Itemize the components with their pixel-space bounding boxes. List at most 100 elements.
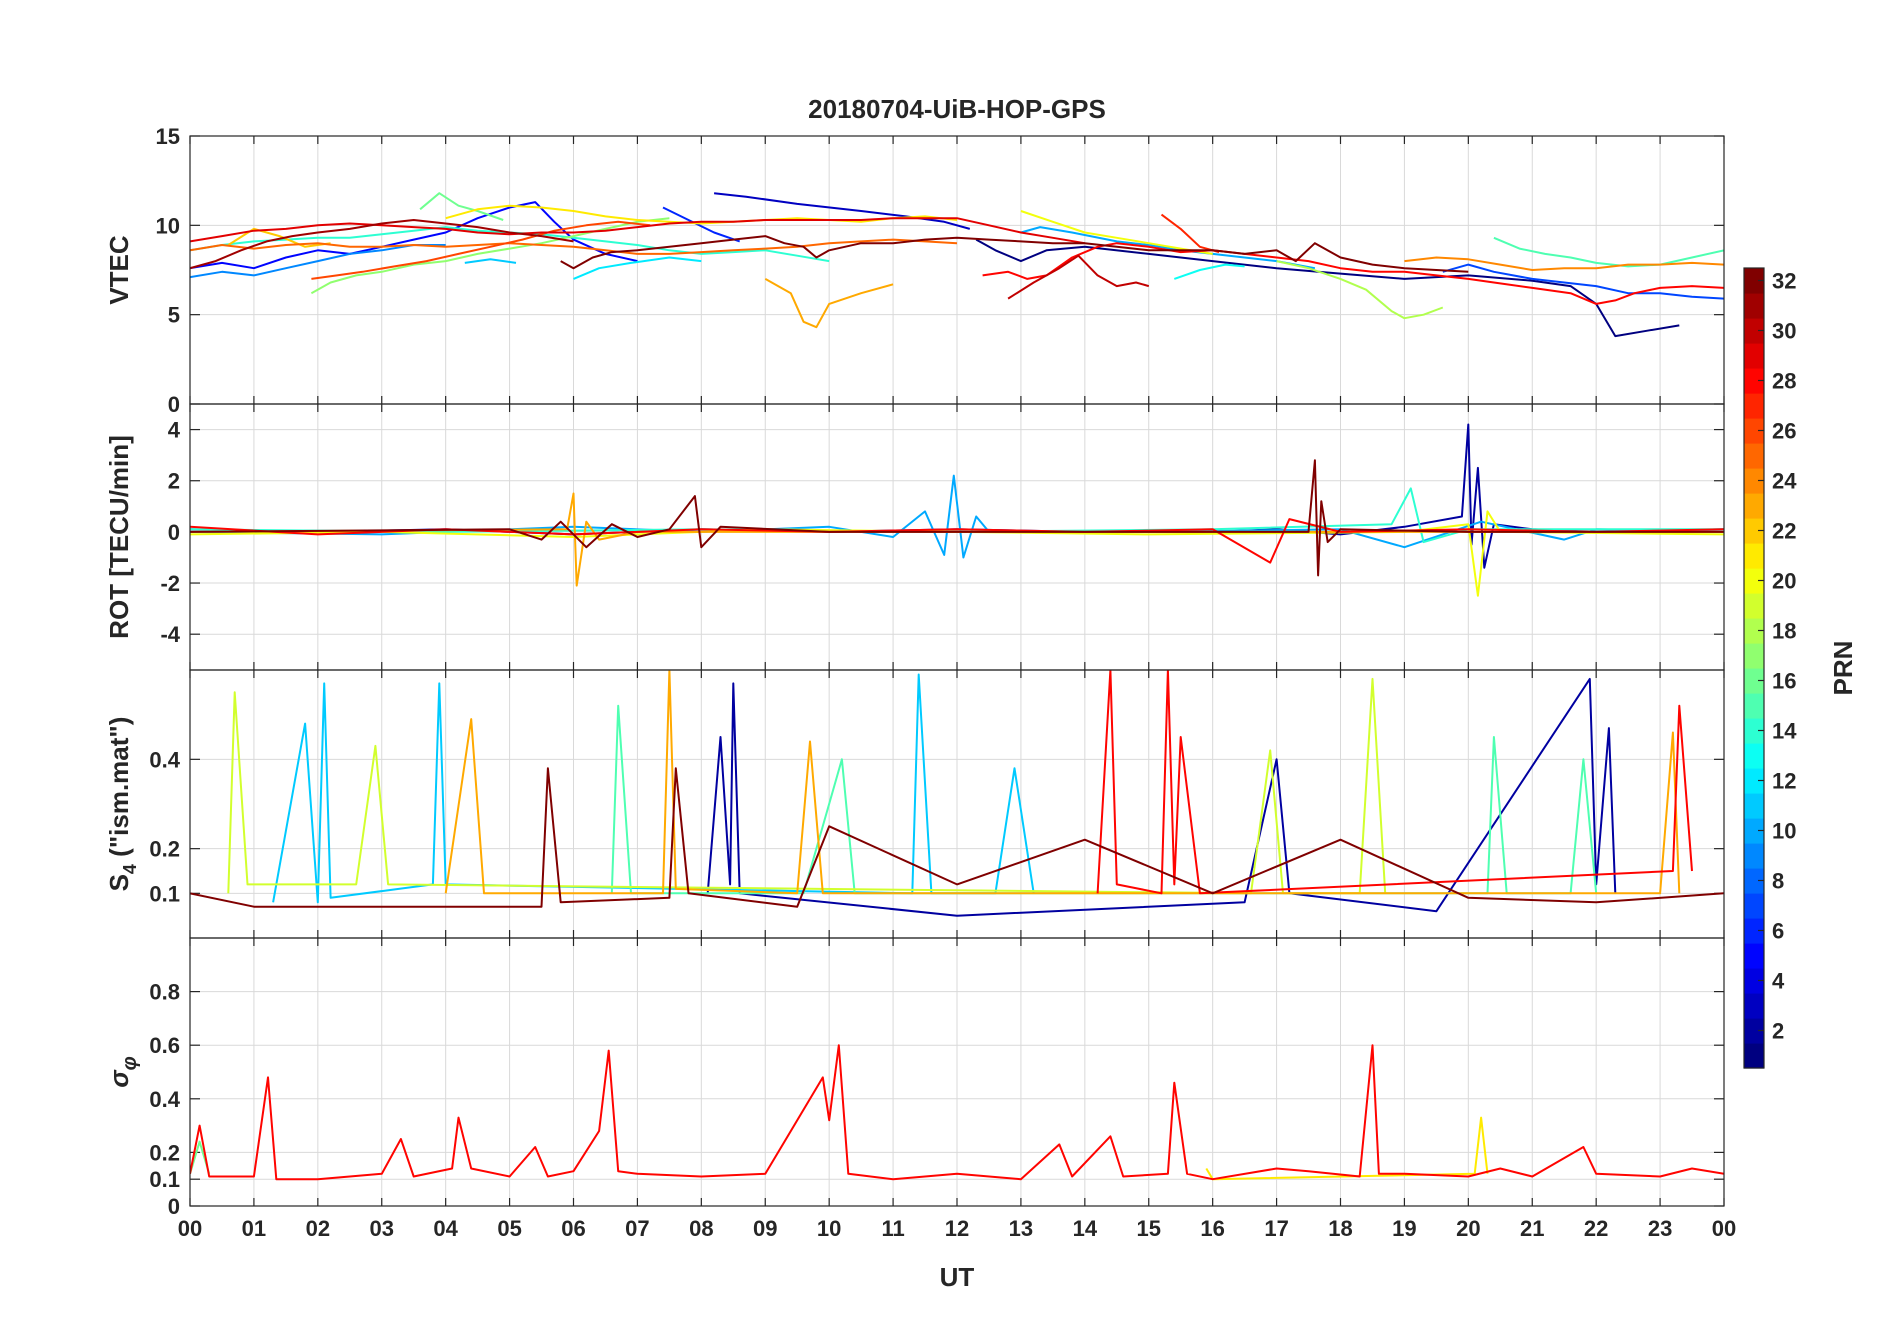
y-tick-label: 0.1 — [149, 881, 180, 906]
colorbar-segment — [1744, 268, 1764, 294]
colorbar-segment — [1744, 643, 1764, 669]
series-prn-32 — [190, 767, 1724, 908]
colorbar-segment — [1744, 293, 1764, 319]
x-tick-label: 10 — [817, 1216, 841, 1241]
series-prn-31 — [190, 219, 574, 270]
chart-title: 20180704-UiB-HOP-GPS — [808, 94, 1106, 124]
x-tick-label: 07 — [625, 1216, 649, 1241]
x-tick-label: 12 — [945, 1216, 969, 1241]
series-prn-10 — [1020, 226, 1316, 270]
y-tick-label: 0 — [168, 1194, 180, 1219]
x-tick-label: 01 — [242, 1216, 266, 1241]
x-tick-label: 03 — [370, 1216, 394, 1241]
x-tick-label: 19 — [1392, 1216, 1416, 1241]
y-tick-label: 0.6 — [149, 1033, 180, 1058]
colorbar-segment — [1744, 393, 1764, 419]
colorbar-tick-label: 8 — [1772, 869, 1784, 894]
colorbar-tick-label: 10 — [1772, 819, 1796, 844]
series-prn-5 — [190, 201, 638, 270]
colorbar-segment — [1744, 543, 1764, 569]
y-tick-label: 0.4 — [149, 747, 180, 772]
series-group — [190, 423, 1724, 597]
colorbar-label: PRN — [1828, 641, 1858, 696]
colorbar-tick-label: 14 — [1772, 719, 1797, 744]
x-tick-label: 09 — [753, 1216, 777, 1241]
y-tick-label: -4 — [160, 622, 180, 647]
x-tick-label: 00 — [1712, 1216, 1736, 1241]
colorbar-segment — [1744, 893, 1764, 919]
y-tick-label: 2 — [168, 469, 180, 494]
series-prn-6 — [662, 206, 741, 243]
series-prn-20 — [1020, 210, 1213, 255]
x-tick-label: 04 — [433, 1216, 458, 1241]
series-prn-12 — [573, 256, 702, 280]
colorbar-segment — [1744, 468, 1764, 494]
series-prn-15 — [610, 704, 1598, 895]
x-tick-label: 18 — [1328, 1216, 1352, 1241]
colorbar-segment — [1744, 418, 1764, 444]
x-tick-label: 00 — [178, 1216, 202, 1241]
x-tick-label: 16 — [1200, 1216, 1224, 1241]
colorbar-tick-label: 6 — [1772, 919, 1784, 944]
colorbar-segment — [1744, 343, 1764, 369]
colorbar-segment — [1744, 693, 1764, 719]
panel-s4: 0.1 0.2 0.4 S4 ("ism.mat") — [104, 669, 1725, 939]
series-prn-28 — [1096, 670, 1693, 895]
x-tick-label: 11 — [881, 1216, 904, 1241]
y-tick-label: 15 — [156, 124, 180, 149]
series-prn-23 — [764, 278, 894, 329]
y-tick-label: 0.4 — [149, 1087, 180, 1112]
series-prn-30 — [1007, 254, 1150, 300]
colorbar-segment — [1744, 443, 1764, 469]
y-axis-label: VTEC — [104, 235, 134, 305]
colorbar-segment — [1744, 518, 1764, 544]
x-axis-label: UT — [940, 1262, 975, 1292]
x-tick-label: 02 — [306, 1216, 330, 1241]
colorbar-segment — [1744, 493, 1764, 519]
series-group — [190, 1044, 1724, 1181]
x-tick-label: 17 — [1264, 1216, 1288, 1241]
colorbar-tick-label: 12 — [1772, 769, 1796, 794]
colorbar-segment — [1744, 568, 1764, 594]
series-prn-1 — [975, 238, 1680, 338]
series-group — [190, 670, 1724, 917]
series-prn-2 — [706, 677, 1617, 917]
y-tick-label: -2 — [160, 571, 180, 596]
colorbar-segment — [1744, 918, 1764, 944]
series-prn-23 — [444, 670, 1681, 895]
series-prn-21 — [445, 204, 958, 225]
x-tick-label: 14 — [1073, 1216, 1098, 1241]
series-prn-32 — [560, 235, 1469, 273]
series-prn-19 — [227, 677, 1387, 895]
colorbar-segment — [1744, 968, 1764, 994]
series-prn-28 — [982, 242, 1724, 305]
x-tick-label: 06 — [561, 1216, 585, 1241]
colorbar-frame — [1743, 267, 1765, 1069]
series-prn-15 — [1493, 236, 1724, 268]
colorbar-tick-label: 4 — [1772, 969, 1785, 994]
colorbar-tick-label: 2 — [1772, 1019, 1784, 1044]
y-tick-label: 0.8 — [149, 980, 180, 1005]
series-prn-16 — [419, 192, 504, 221]
panel-frame — [189, 937, 1725, 1207]
colorbar-tick-label: 16 — [1772, 669, 1796, 694]
series-prn-26 — [311, 220, 651, 280]
series-prn-22 — [227, 227, 331, 248]
series-prn-28 — [190, 1044, 1724, 1181]
series-prn-25 — [190, 238, 958, 255]
colorbar-segment — [1744, 768, 1764, 794]
colorbar-tick-label: 30 — [1772, 319, 1796, 344]
colorbar-segment — [1744, 793, 1764, 819]
series-group — [190, 192, 1724, 338]
series-prn-20 — [190, 510, 1724, 597]
colorbar-segment — [1744, 868, 1764, 894]
series-prn-29 — [190, 217, 1085, 245]
y-axis-label: ROT [TECU/min] — [104, 435, 134, 639]
y-axis-label: σφ — [104, 1056, 141, 1087]
series-prn-7 — [1442, 263, 1724, 300]
colorbar-tick-label: 28 — [1772, 369, 1796, 394]
x-tick-label: 05 — [497, 1216, 521, 1241]
y-tick-label: 0.1 — [149, 1167, 180, 1192]
y-tick-label: 4 — [168, 418, 181, 443]
